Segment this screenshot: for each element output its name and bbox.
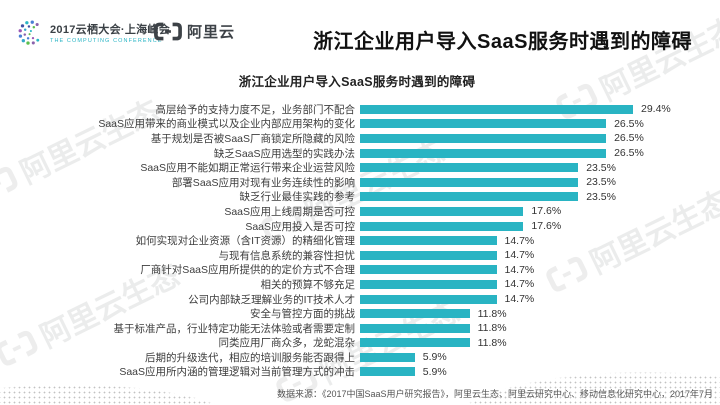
conference-name: 2017云栖大会·上海峰会 (50, 24, 171, 36)
page-title: 浙江企业用户导入SaaS服务时遇到的障碍 (313, 31, 692, 53)
bar-value-label: 17.6% (531, 220, 562, 233)
conference-subtitle: THE COMPUTING CONFERENCE (50, 38, 163, 44)
bar-value-label: 26.5% (614, 117, 644, 130)
bar-value-label: 23.5% (586, 176, 616, 189)
chart-row: 基于标准产品，行业特定功能无法体验或者需要定制 11.8% (40, 321, 671, 336)
bar-category-label: 基于规划是否被SaaS厂商锁定所隐藏的风险 (150, 132, 355, 145)
conference-logo-text: 2017云栖大会·上海峰会 THE COMPUTING CONFERENCE (50, 21, 170, 44)
chart-row: SaaS应用不能如期正常运行带来企业运营风险 23.5% (40, 160, 671, 175)
bar-category-label: 如何实现对企业资源（含IT资源）的精细化管理 (135, 235, 355, 248)
bar-value-label: 26.5% (614, 147, 644, 160)
chart-row: SaaS应用所内涵的管理逻辑对当前管理方式的冲击 5.9% (40, 365, 671, 380)
bar-category-label: 同类应用厂商众多，龙蛇混杂 (218, 337, 356, 350)
bar (360, 309, 470, 319)
bar-value-label: 23.5% (586, 190, 616, 203)
bar-category-label: 与现有信息系统的兼容性担忧 (218, 249, 356, 262)
bar (360, 265, 497, 275)
bar (360, 192, 579, 202)
chart-title: 浙江企业用户导入SaaS服务时遇到的障碍 (238, 75, 476, 89)
bar (360, 323, 470, 333)
bar (360, 338, 470, 348)
bar-category-label: 安全与管控方面的挑战 (250, 308, 355, 321)
bar-value-label: 14.7% (504, 263, 535, 276)
bar-value-label: 29.4% (641, 103, 671, 116)
bar-value-label: 11.8% (477, 307, 507, 320)
bar-category-label: 后期的升级迭代，相应的培训服务能否跟得上 (145, 351, 355, 364)
bar-category-label: SaaS应用上线周期是否可控 (224, 205, 355, 218)
chart-row: SaaS应用带来的商业模式以及企业内部应用架构的变化 26.5% (40, 117, 671, 132)
bar (360, 148, 607, 158)
bar-value-label: 17.6% (531, 205, 562, 218)
bar (360, 367, 415, 377)
bar (360, 352, 415, 362)
aliyun-logo-label: 阿里云 (187, 24, 236, 41)
bar (360, 236, 497, 246)
bar (360, 221, 524, 231)
chart-row: 部署SaaS应用对现有业务连续性的影响 23.5% (40, 175, 671, 190)
bar (360, 133, 607, 143)
chart-rows: 高层给予的支持力度不足，业务部门不配合 29.4% SaaS应用带来的商业模式以及企… (40, 102, 671, 380)
bar (360, 163, 579, 173)
bar-category-label: 部署SaaS应用对现有业务连续性的影响 (171, 176, 355, 189)
chart-row: 相关的预算不够充足 14.7% (40, 277, 671, 292)
bar (360, 250, 497, 260)
bar-value-label: 14.7% (504, 293, 535, 306)
bar-value-label: 26.5% (614, 132, 644, 145)
chart-row: 基于规划是否被SaaS厂商锁定所隐藏的风险 26.5% (40, 131, 671, 146)
bar-category-label: 缺乏行业最佳实践的参考 (239, 191, 356, 204)
bar-category-label: SaaS应用不能如期正常运行带来企业运营风险 (140, 162, 355, 175)
chart-row: 与现有信息系统的兼容性担忧 14.7% (40, 248, 671, 263)
bar (360, 294, 497, 304)
bar-category-label: SaaS应用投入是否可控 (245, 220, 355, 233)
chart-row: 如何实现对企业资源（含IT资源）的精细化管理 14.7% (40, 233, 671, 248)
data-source-note: 数据来源：《2017中国SaaS用户研究报告》，阿里云生态、阿里云研究中心、移动… (276, 389, 714, 399)
chart-row: 缺乏SaaS应用选型的实践办法 26.5% (40, 146, 671, 161)
chart-row: 厂商针对SaaS应用所提供的的定价方式不合理 14.7% (40, 263, 671, 278)
bar-category-label: SaaS应用所内涵的管理逻辑对当前管理方式的冲击 (119, 366, 355, 379)
chart-row: 缺乏行业最佳实践的参考 23.5% (40, 190, 671, 205)
bar (360, 119, 607, 129)
bar (360, 279, 497, 289)
bar-category-label: 相关的预算不够充足 (260, 278, 356, 291)
bar-category-label: SaaS应用带来的商业模式以及企业内部应用架构的变化 (98, 118, 355, 131)
chart-row: SaaS应用投入是否可控 17.6% (40, 219, 671, 234)
bar-value-label: 11.8% (477, 322, 507, 335)
bar-category-label: 缺乏SaaS应用选型的实践办法 (213, 147, 355, 160)
bar-value-label: 5.9% (422, 351, 447, 364)
bar-value-label: 11.8% (477, 336, 507, 349)
chart-row: 同类应用厂商众多，龙蛇混杂 11.8% (40, 336, 671, 351)
bar-category-label: 公司内部缺乏理解业务的IT技术人才 (188, 293, 355, 306)
bar-category-label: 基于标准产品，行业特定功能无法体验或者需要定制 (113, 322, 356, 335)
bar (360, 177, 579, 187)
bar-value-label: 14.7% (504, 278, 535, 291)
header: 2017云栖大会·上海峰会 THE COMPUTING CONFERENCE 阿… (0, 0, 720, 62)
bar-value-label: 5.9% (422, 365, 447, 378)
bar-value-label: 14.7% (504, 234, 535, 247)
aliyun-bracket-icon (154, 22, 182, 41)
bar-value-label: 14.7% (504, 249, 535, 262)
bar (360, 206, 524, 216)
chart-row: 安全与管控方面的挑战 11.8% (40, 306, 671, 321)
bar-value-label: 23.5% (586, 161, 616, 174)
conference-logo: 2017云栖大会·上海峰会 THE COMPUTING CONFERENCE (17, 19, 170, 46)
chart-row: SaaS应用上线周期是否可控 17.6% (40, 204, 671, 219)
chart-row: 公司内部缺乏理解业务的IT技术人才 14.7% (40, 292, 671, 307)
bar (360, 104, 633, 114)
chart-row: 后期的升级迭代，相应的培训服务能否跟得上 5.9% (40, 350, 671, 365)
chart-row: 高层给予的支持力度不足，业务部门不配合 29.4% (40, 102, 671, 117)
conference-logo-icon (18, 20, 40, 45)
bar-category-label: 厂商针对SaaS应用所提供的的定价方式不合理 (140, 264, 355, 277)
bar-category-label: 高层给予的支持力度不足，业务部门不配合 (155, 103, 356, 116)
aliyun-logo: 阿里云 (153, 21, 235, 42)
